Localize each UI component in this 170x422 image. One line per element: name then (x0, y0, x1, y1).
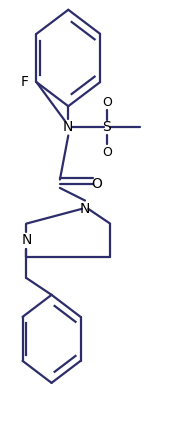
Text: N: N (63, 120, 73, 134)
Text: N: N (80, 202, 90, 216)
Text: N: N (21, 233, 32, 247)
Text: F: F (21, 75, 29, 89)
Text: O: O (102, 95, 112, 108)
Text: O: O (91, 177, 102, 191)
Text: S: S (102, 120, 111, 134)
Text: O: O (102, 146, 112, 159)
